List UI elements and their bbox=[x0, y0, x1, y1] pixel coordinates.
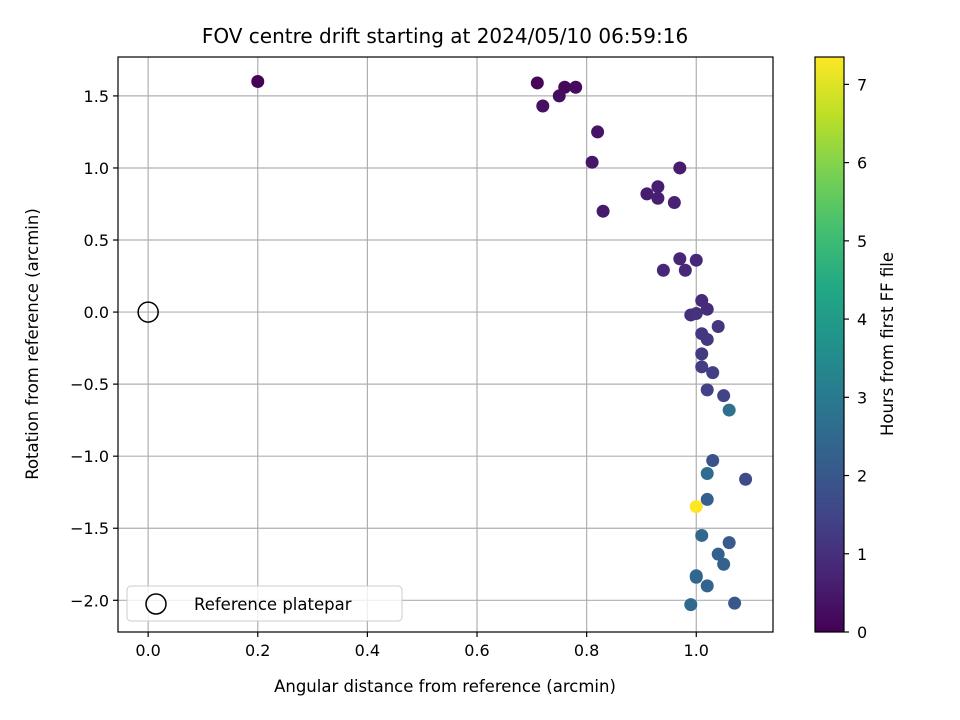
colorbar: 0 1 2 3 4 5 6 7 Hours from first FF file bbox=[814, 56, 897, 642]
data-point bbox=[700, 579, 714, 593]
x-ticks: 0.0 0.2 0.4 0.6 0.8 1.0 bbox=[135, 632, 709, 660]
data-point bbox=[689, 253, 703, 267]
data-point bbox=[706, 366, 720, 380]
reference-platepar-marker bbox=[137, 301, 159, 323]
data-point bbox=[689, 500, 703, 514]
data-point bbox=[673, 161, 687, 175]
y-gridlines bbox=[118, 95, 773, 601]
data-point bbox=[700, 466, 714, 480]
plot-frame bbox=[117, 56, 774, 633]
colorbar-tick-label: 3 bbox=[857, 388, 867, 407]
data-point bbox=[711, 319, 725, 333]
chart-title: FOV centre drift starting at 2024/05/10 … bbox=[202, 24, 688, 48]
data-point bbox=[673, 252, 687, 266]
x-axis-label: Angular distance from reference (arcmin) bbox=[274, 677, 616, 696]
legend: Reference platepar bbox=[126, 585, 403, 622]
legend-label-reference: Reference platepar bbox=[194, 595, 352, 614]
colorbar-tick-label: 0 bbox=[857, 623, 867, 642]
data-point bbox=[717, 389, 731, 403]
y-tick-label: −1.5 bbox=[70, 519, 109, 538]
data-point bbox=[678, 263, 692, 277]
y-tick-label: 1.5 bbox=[84, 87, 109, 106]
x-gridlines bbox=[147, 57, 697, 632]
data-point bbox=[700, 383, 714, 397]
legend-box bbox=[126, 585, 403, 622]
x-tick-label: 0.6 bbox=[464, 641, 489, 660]
colorbar-ticks: 0 1 2 3 4 5 6 7 bbox=[844, 75, 867, 642]
data-point bbox=[695, 360, 709, 374]
y-tick-label: 1.0 bbox=[84, 159, 109, 178]
data-point bbox=[706, 454, 720, 468]
data-point bbox=[689, 569, 703, 583]
y-axis-label: Rotation from reference (arcmin) bbox=[23, 208, 42, 480]
data-point bbox=[739, 472, 753, 486]
data-point bbox=[700, 302, 714, 316]
data-point bbox=[552, 89, 566, 103]
data-point bbox=[667, 196, 681, 210]
data-point bbox=[651, 191, 665, 205]
colorbar-tick-label: 2 bbox=[857, 467, 867, 486]
data-point bbox=[722, 403, 736, 417]
data-point bbox=[585, 155, 599, 169]
data-point bbox=[536, 99, 550, 113]
data-point bbox=[700, 332, 714, 346]
colorbar-tick-label: 6 bbox=[857, 154, 867, 173]
colorbar-gradient bbox=[814, 56, 845, 633]
y-tick-label: −0.5 bbox=[70, 375, 109, 394]
data-point bbox=[728, 596, 742, 610]
colorbar-tick-label: 7 bbox=[857, 75, 867, 94]
data-point bbox=[251, 74, 265, 88]
data-point bbox=[722, 536, 736, 550]
x-tick-label: 0.0 bbox=[135, 641, 160, 660]
y-tick-label: 0.5 bbox=[84, 231, 109, 250]
data-point bbox=[530, 76, 544, 90]
colorbar-tick-label: 1 bbox=[857, 545, 867, 564]
y-tick-label: 0.0 bbox=[84, 303, 109, 322]
colorbar-tick-label: 4 bbox=[857, 310, 867, 329]
data-point bbox=[695, 528, 709, 542]
data-point bbox=[689, 307, 703, 321]
data-point bbox=[700, 492, 714, 506]
y-tick-label: −1.0 bbox=[70, 447, 109, 466]
colorbar-label: Hours from first FF file bbox=[878, 252, 897, 436]
x-tick-label: 0.2 bbox=[245, 641, 270, 660]
y-tick-label: −2.0 bbox=[70, 591, 109, 610]
x-tick-label: 0.4 bbox=[355, 641, 380, 660]
x-tick-label: 0.8 bbox=[574, 641, 599, 660]
data-point bbox=[711, 547, 725, 561]
data-point bbox=[695, 347, 709, 361]
y-ticks: −2.0 −1.5 −1.0 −0.5 0.0 0.5 1.0 1.5 bbox=[70, 87, 118, 610]
data-point bbox=[596, 204, 610, 218]
data-point bbox=[651, 180, 665, 194]
data-point bbox=[569, 80, 583, 94]
data-point bbox=[684, 598, 698, 612]
data-points bbox=[251, 74, 753, 612]
data-point bbox=[591, 125, 605, 139]
x-tick-label: 1.0 bbox=[684, 641, 709, 660]
data-point bbox=[656, 263, 670, 277]
colorbar-tick-label: 5 bbox=[857, 232, 867, 251]
legend-marker bbox=[145, 593, 167, 615]
data-point bbox=[640, 187, 654, 201]
data-point bbox=[717, 557, 731, 571]
